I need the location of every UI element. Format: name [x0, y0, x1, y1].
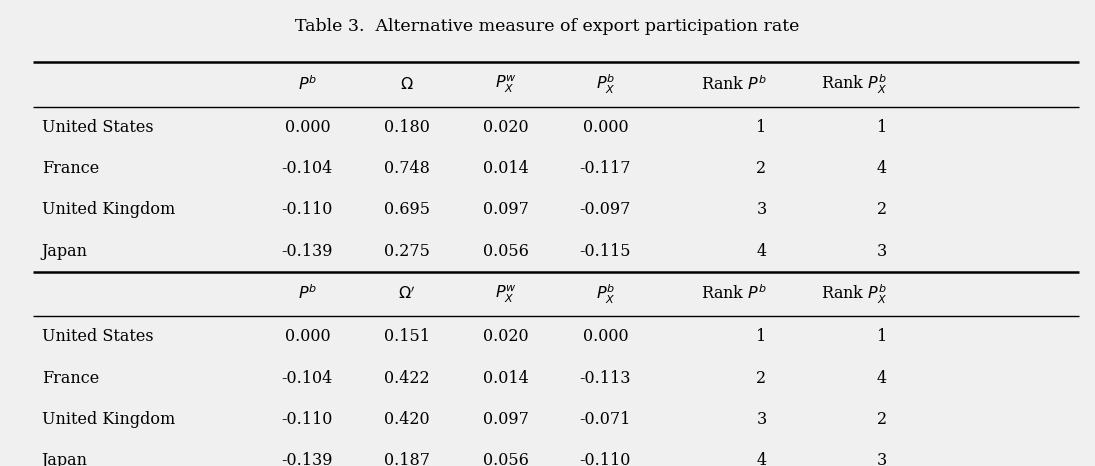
- Text: -0.071: -0.071: [579, 411, 631, 428]
- Text: -0.110: -0.110: [579, 452, 631, 466]
- Text: Rank $P_X^b$: Rank $P_X^b$: [820, 73, 887, 96]
- Text: 0.422: 0.422: [384, 370, 429, 387]
- Text: 0.097: 0.097: [483, 201, 529, 218]
- Text: -0.097: -0.097: [579, 201, 631, 218]
- Text: 4: 4: [757, 243, 766, 260]
- Text: 3: 3: [877, 452, 887, 466]
- Text: 0.420: 0.420: [384, 411, 429, 428]
- Text: United Kingdom: United Kingdom: [42, 201, 175, 218]
- Text: 0.014: 0.014: [483, 160, 529, 177]
- Text: United States: United States: [42, 329, 153, 345]
- Text: Rank $P^b$: Rank $P^b$: [701, 75, 766, 94]
- Text: 4: 4: [757, 452, 766, 466]
- Text: 0.748: 0.748: [383, 160, 429, 177]
- Text: 1: 1: [877, 329, 887, 345]
- Text: 0.000: 0.000: [583, 119, 629, 136]
- Text: 3: 3: [757, 201, 766, 218]
- Text: 0.056: 0.056: [483, 243, 529, 260]
- Text: 0.695: 0.695: [383, 201, 429, 218]
- Text: $P^b$: $P^b$: [298, 75, 318, 94]
- Text: $\Omega'$: $\Omega'$: [399, 285, 415, 302]
- Text: 2: 2: [877, 411, 887, 428]
- Text: 0.187: 0.187: [383, 452, 429, 466]
- Text: France: France: [42, 370, 99, 387]
- Text: $P_X^b$: $P_X^b$: [596, 282, 615, 306]
- Text: United Kingdom: United Kingdom: [42, 411, 175, 428]
- Text: 2: 2: [757, 160, 766, 177]
- Text: $P_X^b$: $P_X^b$: [596, 73, 615, 96]
- Text: 0.180: 0.180: [383, 119, 429, 136]
- Text: $P_X^w$: $P_X^w$: [495, 283, 517, 304]
- Text: United States: United States: [42, 119, 153, 136]
- Text: Rank $P_X^b$: Rank $P_X^b$: [820, 282, 887, 306]
- Text: 1: 1: [757, 329, 766, 345]
- Text: 4: 4: [877, 160, 887, 177]
- Text: Table 3.  Alternative measure of export participation rate: Table 3. Alternative measure of export p…: [296, 18, 799, 35]
- Text: 0.000: 0.000: [285, 329, 331, 345]
- Text: 1: 1: [877, 119, 887, 136]
- Text: 0.014: 0.014: [483, 370, 529, 387]
- Text: 2: 2: [877, 201, 887, 218]
- Text: -0.117: -0.117: [579, 160, 631, 177]
- Text: -0.110: -0.110: [281, 201, 333, 218]
- Text: 3: 3: [877, 243, 887, 260]
- Text: 0.020: 0.020: [483, 119, 529, 136]
- Text: 0.000: 0.000: [583, 329, 629, 345]
- Text: 3: 3: [757, 411, 766, 428]
- Text: -0.139: -0.139: [281, 243, 333, 260]
- Text: -0.115: -0.115: [579, 243, 631, 260]
- Text: -0.139: -0.139: [281, 452, 333, 466]
- Text: 1: 1: [757, 119, 766, 136]
- Text: France: France: [42, 160, 99, 177]
- Text: 0.275: 0.275: [383, 243, 429, 260]
- Text: Rank $P^b$: Rank $P^b$: [701, 285, 766, 303]
- Text: -0.104: -0.104: [281, 160, 333, 177]
- Text: 0.056: 0.056: [483, 452, 529, 466]
- Text: $P^b$: $P^b$: [298, 285, 318, 303]
- Text: 4: 4: [877, 370, 887, 387]
- Text: -0.104: -0.104: [281, 370, 333, 387]
- Text: 2: 2: [757, 370, 766, 387]
- Text: -0.113: -0.113: [579, 370, 631, 387]
- Text: 0.151: 0.151: [383, 329, 429, 345]
- Text: 0.097: 0.097: [483, 411, 529, 428]
- Text: -0.110: -0.110: [281, 411, 333, 428]
- Text: $\Omega$: $\Omega$: [400, 76, 414, 93]
- Text: 0.000: 0.000: [285, 119, 331, 136]
- Text: Japan: Japan: [42, 452, 88, 466]
- Text: Japan: Japan: [42, 243, 88, 260]
- Text: 0.020: 0.020: [483, 329, 529, 345]
- Text: $P_X^w$: $P_X^w$: [495, 74, 517, 95]
